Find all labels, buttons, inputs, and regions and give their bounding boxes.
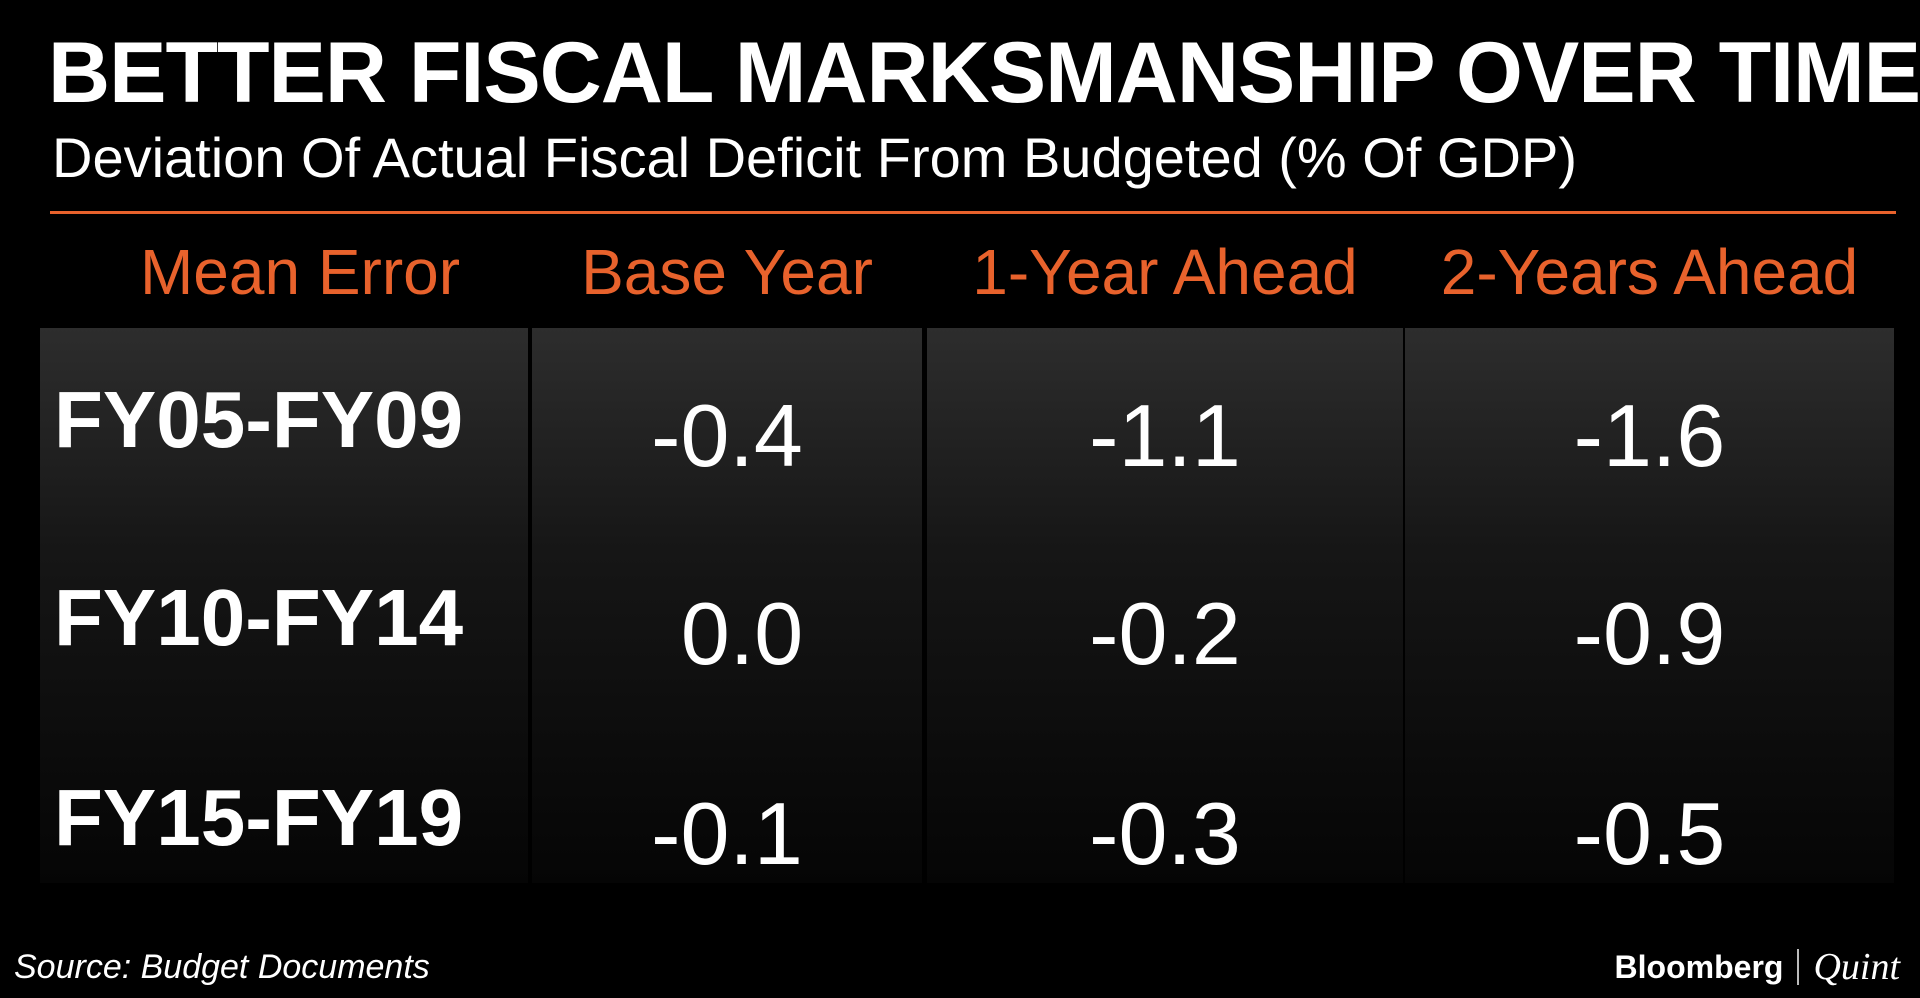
cell-fy05-fy09-base-year: -0.4 — [651, 386, 803, 485]
panel-base-year — [532, 328, 922, 883]
cell-fy05-fy09-2-years-ahead: -1.6 — [1573, 386, 1726, 485]
brand-separator — [1797, 949, 1800, 985]
panel-row-labels — [40, 328, 528, 883]
brand-name: Bloomberg — [1614, 949, 1784, 985]
row-label-fy15-fy19: FY15-FY19 — [54, 773, 464, 862]
cell-fy10-fy14-2-years-ahead: -0.9 — [1573, 584, 1726, 683]
title-divider — [50, 211, 1896, 214]
column-header-base-year: Base Year — [581, 236, 873, 308]
cell-fy10-fy14-1-year-ahead: -0.2 — [1089, 584, 1241, 683]
brand-suffix: Quint — [1813, 946, 1900, 988]
brand-logo: Bloomberg Quint — [1615, 948, 1900, 986]
cell-fy15-fy19-1-year-ahead: -0.3 — [1089, 784, 1241, 883]
row-label-fy05-fy09: FY05-FY09 — [54, 375, 464, 464]
column-header-2-years-ahead: 2-Years Ahead — [1440, 236, 1859, 308]
column-header-1-year-ahead: 1-Year Ahead — [972, 236, 1358, 308]
cell-fy15-fy19-2-years-ahead: -0.5 — [1573, 784, 1726, 883]
panel-1-year-ahead — [927, 328, 1403, 883]
chart-subtitle: Deviation Of Actual Fiscal Deficit From … — [52, 126, 1577, 189]
cell-fy10-fy14-base-year: 0.0 — [680, 584, 804, 683]
panel-2-years-ahead — [1405, 328, 1894, 883]
cell-fy05-fy09-1-year-ahead: -1.1 — [1089, 386, 1241, 485]
cell-fy15-fy19-base-year: -0.1 — [651, 784, 803, 883]
column-header-mean-error: Mean Error — [139, 236, 461, 308]
row-label-fy10-fy14: FY10-FY14 — [54, 573, 464, 662]
chart-title: BETTER FISCAL MARKSMANSHIP OVER TIME — [48, 25, 1920, 121]
source-note: Source: Budget Documents — [14, 948, 430, 986]
